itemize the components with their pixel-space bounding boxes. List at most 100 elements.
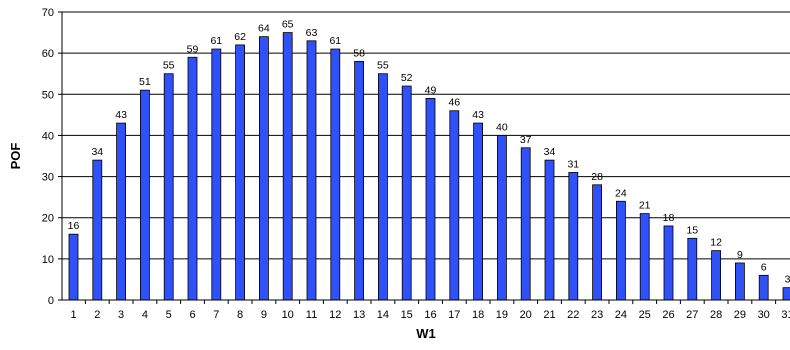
bar-10	[282, 32, 293, 301]
bar-29	[735, 262, 745, 301]
y-tick-label: 30	[42, 172, 54, 184]
bar-14	[377, 73, 388, 301]
x-tick-label-14: 14	[377, 309, 389, 321]
bar-11	[306, 40, 317, 301]
data-label-27: 15	[686, 224, 698, 236]
data-label-30: 6	[761, 261, 767, 273]
bar-13	[354, 60, 365, 301]
bar-30	[758, 274, 769, 301]
bar-24	[616, 200, 626, 301]
x-tick-label-28: 28	[710, 309, 722, 321]
bar-28	[711, 250, 721, 301]
bar-18	[473, 122, 484, 301]
x-tick-label-19: 19	[496, 309, 508, 321]
x-tick-label-7: 7	[213, 309, 219, 321]
x-tick-label-31: 31	[781, 309, 790, 321]
x-tick-label-26: 26	[662, 309, 674, 321]
x-tick-label-25: 25	[639, 309, 651, 321]
x-tick-label-22: 22	[567, 309, 579, 321]
bar-4	[139, 89, 150, 301]
x-tick-label-18: 18	[472, 309, 484, 321]
data-label-23: 28	[591, 171, 603, 183]
x-tick-label-8: 8	[237, 309, 243, 321]
bar-22	[568, 172, 579, 301]
x-tick-label-4: 4	[142, 309, 148, 321]
data-label-17: 46	[448, 97, 460, 109]
bar-25	[639, 213, 650, 301]
y-tick-label: 70	[42, 7, 54, 19]
x-tick-label-24: 24	[615, 309, 627, 321]
data-label-6: 59	[187, 43, 199, 55]
y-axis-title: POF	[8, 143, 23, 170]
x-tick-label-5: 5	[166, 309, 172, 321]
x-tick-label-20: 20	[520, 309, 532, 321]
x-tick-label-15: 15	[401, 309, 413, 321]
x-tick-label-13: 13	[353, 309, 365, 321]
x-tick-label-27: 27	[686, 309, 698, 321]
bar-5	[163, 73, 174, 301]
bar-8	[235, 44, 246, 301]
bar-17	[449, 110, 460, 301]
x-tick-label-1: 1	[70, 309, 76, 321]
data-label-13: 58	[353, 47, 365, 59]
data-label-20: 37	[520, 134, 532, 146]
data-label-16: 49	[425, 84, 437, 96]
bar-2	[92, 159, 103, 301]
x-tick-label-11: 11	[306, 309, 317, 321]
data-label-3: 43	[115, 109, 127, 121]
bar-19	[496, 135, 507, 301]
data-label-26: 18	[663, 212, 675, 224]
x-tick-label-23: 23	[591, 309, 603, 321]
data-label-18: 43	[472, 109, 484, 121]
y-axis-ticks: 0 10 20 30 40 50 60 70	[42, 7, 62, 307]
x-tick-label-21: 21	[543, 309, 555, 321]
data-label-2: 34	[91, 146, 103, 158]
data-label-22: 31	[567, 158, 579, 170]
x-axis-ticks: 1 2 3 4 5 6 7 8 9 10 11 12 13 14 15 16 17 18 19 20 21 22 23 24 2…	[70, 300, 790, 321]
bars	[68, 32, 790, 301]
y-tick-label: 60	[42, 48, 54, 60]
bar-9	[258, 36, 269, 301]
x-tick-label-12: 12	[329, 309, 341, 321]
y-tick-label: 10	[42, 254, 54, 266]
bar-23	[592, 184, 602, 301]
bar-31	[782, 287, 790, 301]
x-tick-label-3: 3	[118, 309, 124, 321]
data-label-25: 21	[639, 200, 651, 212]
bar-21	[544, 159, 555, 301]
x-tick-label-6: 6	[189, 309, 195, 321]
data-label-14: 55	[377, 60, 389, 72]
bar-16	[425, 98, 436, 301]
bar-15	[401, 85, 412, 301]
data-label-5: 55	[163, 60, 175, 72]
data-label-1: 16	[68, 220, 80, 232]
data-label-4: 51	[139, 76, 151, 88]
x-tick-label-17: 17	[448, 309, 460, 321]
y-tick-label: 0	[48, 295, 54, 307]
data-label-15: 52	[401, 72, 413, 84]
bar-26	[663, 225, 674, 301]
bar-3	[116, 122, 126, 301]
data-label-21: 34	[544, 146, 556, 158]
data-label-11: 63	[306, 27, 318, 39]
bar-12	[330, 48, 341, 301]
bar-1	[68, 233, 79, 301]
x-tick-label-16: 16	[424, 309, 436, 321]
x-tick-label-2: 2	[94, 309, 100, 321]
bar-20	[520, 147, 531, 301]
bar-6	[187, 56, 198, 301]
y-tick-label: 40	[42, 130, 54, 142]
data-label-28: 12	[710, 237, 722, 249]
bar-7	[211, 48, 222, 301]
data-label-7: 61	[210, 35, 222, 47]
x-axis-title: W1	[416, 326, 436, 341]
bar-27	[687, 237, 698, 301]
data-label-19: 40	[496, 121, 508, 133]
x-tick-label-29: 29	[734, 309, 746, 321]
data-label-8: 62	[234, 31, 246, 43]
x-tick-label-10: 10	[282, 309, 294, 321]
data-label-9: 64	[258, 23, 270, 35]
